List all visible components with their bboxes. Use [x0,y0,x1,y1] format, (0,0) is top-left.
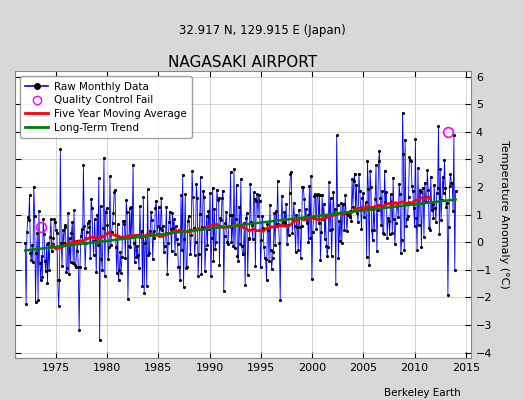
Text: Berkeley Earth: Berkeley Earth [385,388,461,398]
Text: 32.917 N, 129.915 E (Japan): 32.917 N, 129.915 E (Japan) [179,24,345,37]
Y-axis label: Temperature Anomaly (°C): Temperature Anomaly (°C) [499,140,509,289]
Legend: Raw Monthly Data, Quality Control Fail, Five Year Moving Average, Long-Term Tren: Raw Monthly Data, Quality Control Fail, … [20,76,191,138]
Title: NAGASAKI AIRPORT: NAGASAKI AIRPORT [168,55,318,70]
